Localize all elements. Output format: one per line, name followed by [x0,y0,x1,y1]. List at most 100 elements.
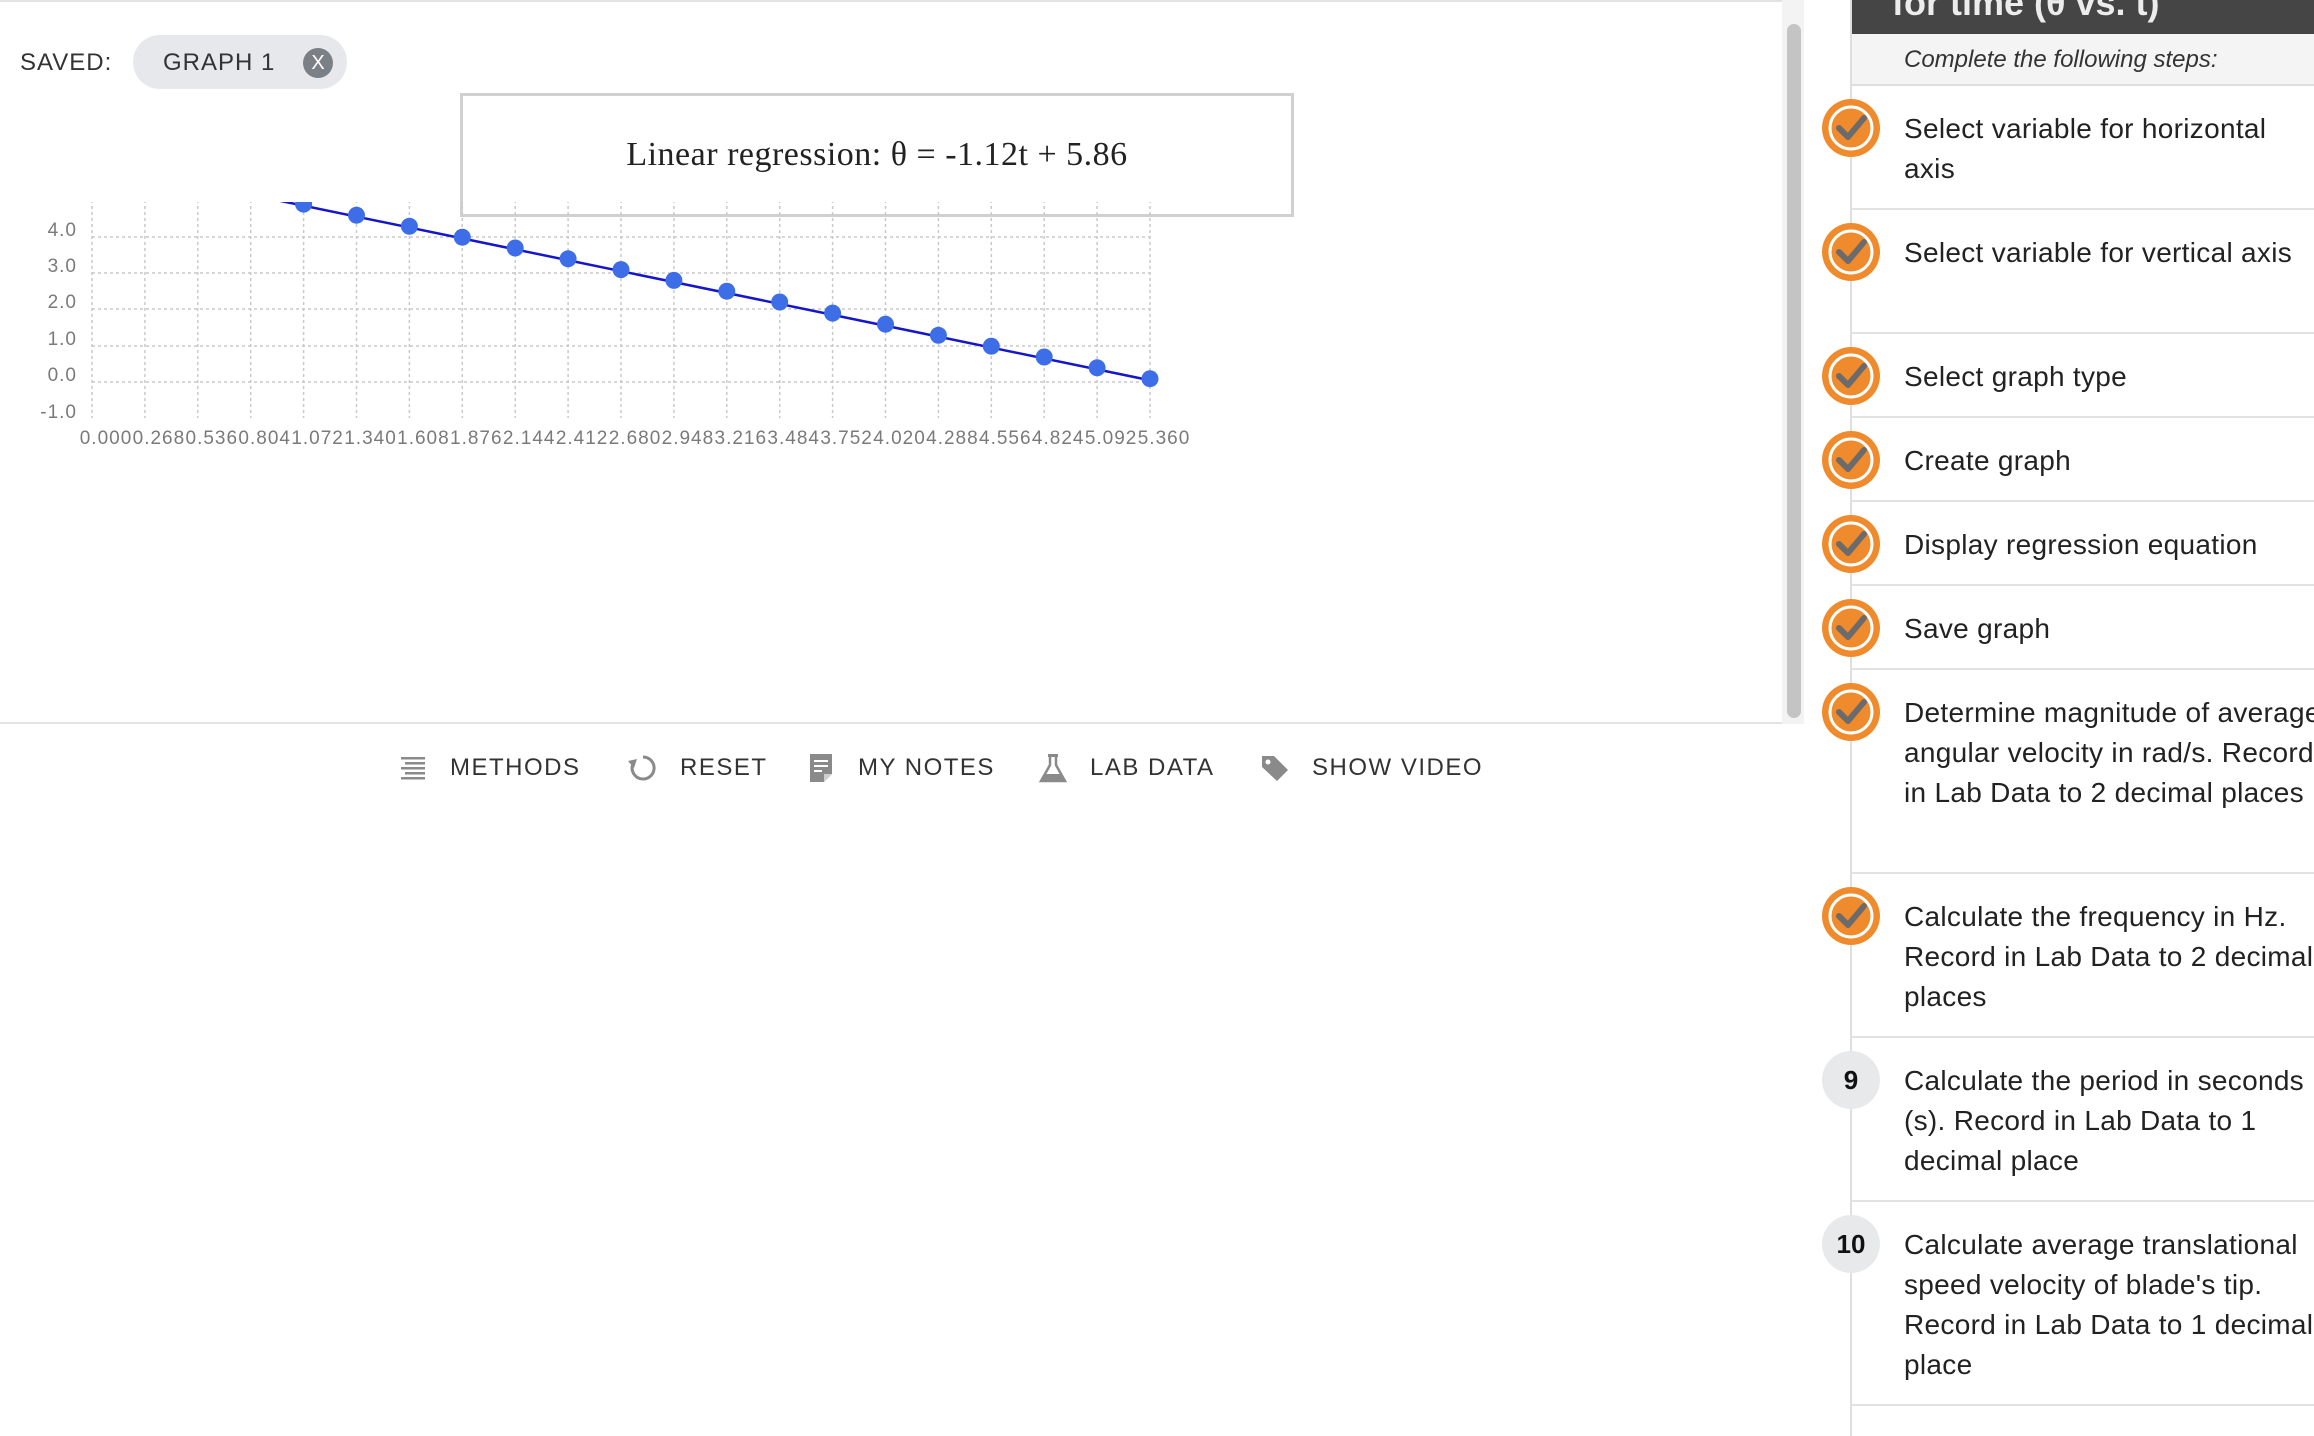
data-point [877,315,894,333]
step-item: Save graph [1822,586,2314,670]
data-point [348,206,365,224]
steps-panel: for time (θ vs. t) Complete the followin… [1822,0,2314,1436]
y-tick-label: 1.0 [48,329,77,350]
step-number-badge: 9 [1822,1051,1880,1109]
y-tick-label: -1.0 [40,402,77,423]
x-tick-label: 3.484 [767,428,820,449]
data-point [1088,359,1106,377]
y-tick-label: 0.0 [48,365,77,386]
list-lines-icon [396,751,430,785]
x-tick-label: 4.824 [1032,428,1085,449]
data-point [718,282,736,300]
regression-equation: Linear regression: θ = -1.12t + 5.86 [626,136,1128,173]
x-tick-label: 2.948 [662,428,715,449]
x-tick-label: 2.144 [503,428,556,449]
step-label: Create graph [1904,445,2072,476]
data-point [295,202,313,213]
angle-vs-time-chart: 6.05.04.03.02.01.00.0-1.0 0.0000.2680.53… [40,202,1191,449]
data-point [559,250,577,268]
graph-scrollbar-thumb[interactable] [1787,24,1801,718]
x-tick-label: 4.556 [979,428,1032,449]
saved-label: SAVED: [20,49,113,76]
reset-label: RESET [680,754,768,781]
step-item: Create graph [1822,418,2314,502]
step-label: Select graph type [1904,361,2128,392]
data-point [771,293,789,311]
y-tick-label: 5.0 [48,202,77,204]
saved-graph-chip-label: GRAPH 1 [163,49,276,76]
flask-icon [1036,751,1070,785]
my-notes-label: MY NOTES [858,754,995,781]
x-tick-label: 0.000 [80,428,133,449]
reset-icon [626,751,660,785]
x-tick-label: 0.804 [238,428,291,449]
x-tick-label: 3.216 [715,428,768,449]
step-label: Select variable for vertical axis [1904,237,2293,268]
x-tick-label: 0.536 [186,428,239,449]
show-video-button[interactable]: SHOW VIDEO [1258,740,1483,796]
x-tick-label: 2.680 [609,428,662,449]
step-item: 10 Calculate average translational speed … [1822,1202,2314,1406]
checkmark-icon [1822,515,1880,573]
x-tick-label: 1.876 [450,428,503,449]
show-video-label: SHOW VIDEO [1312,754,1484,781]
checkmark-icon [1822,347,1880,405]
checkmark-icon [1822,99,1880,157]
step-label: Calculate the frequency in Hz. Record in… [1904,901,2314,1012]
x-tick-label: 5.360 [1138,428,1191,449]
checkmark-icon [1822,599,1880,657]
data-point [1035,348,1053,366]
step-item: 9 Calculate the period in seconds (s). Re… [1822,1038,2314,1202]
lab-data-label: LAB DATA [1090,754,1215,781]
methods-button[interactable]: METHODS [396,740,581,796]
step-label: Select variable for horizontal axis [1904,113,2267,184]
saved-graph-chip[interactable]: GRAPH 1 X [133,35,347,89]
step-label: Calculate the period in seconds (s). Rec… [1904,1065,2304,1176]
steps-panel-header: for time (θ vs. t) [1852,0,2314,34]
step-label: Save graph [1904,613,2051,644]
x-tick-label: 0.268 [133,428,186,449]
checkmark-icon [1822,887,1880,945]
data-point [400,217,418,235]
data-point [665,271,683,289]
y-tick-label: 2.0 [48,292,77,313]
step-item: Select graph type [1822,334,2314,418]
step-item: Display regression equation [1822,502,2314,586]
my-notes-button[interactable]: MY NOTES [804,740,995,796]
data-point [929,326,947,344]
step-number-badge: 10 [1822,1215,1880,1273]
data-point [1141,370,1159,388]
y-tick-label: 3.0 [48,256,77,277]
step-item: Calculate the frequency in Hz. Record in… [1822,874,2314,1038]
instructions-text: Complete the following steps: [1904,46,2218,73]
x-tick-label: 4.288 [926,428,979,449]
steps-panel-title: for time (θ vs. t) [1892,0,2160,23]
data-point [453,228,471,246]
step-label: Display regression equation [1904,529,2258,560]
step-item: Select variable for horizontal axis [1822,86,2314,210]
data-point [612,261,630,279]
chart-grid [91,202,1151,418]
data-point [506,239,524,257]
step-item: Select variable for vertical axis [1822,210,2314,334]
x-tick-label: 1.072 [291,428,344,449]
x-tick-label: 5.092 [1085,428,1138,449]
step-label: Determine magnitude of average angular v… [1904,697,2314,808]
lab-data-button[interactable]: LAB DATA [1036,740,1214,796]
x-tick-label: 4.020 [873,428,926,449]
checkmark-icon [1822,683,1880,741]
x-tick-label: 1.340 [344,428,397,449]
methods-label: METHODS [450,754,581,781]
x-tick-label: 2.412 [556,428,609,449]
checkmark-icon [1822,223,1880,281]
tag-icon [1258,751,1292,785]
data-points-layer [295,202,1159,388]
y-axis-ticks: 6.05.04.03.02.01.00.0-1.0 [40,202,77,423]
steps-instructions: Complete the following steps: [1852,34,2314,86]
checkmark-icon [1822,431,1880,489]
notes-icon [804,751,838,785]
close-icon[interactable]: X [303,48,333,78]
reset-button[interactable]: RESET [626,740,768,796]
x-axis-ticks: 0.000 0.268 0.536 0.804 1.072 1.340 1.608 1.876… [80,428,1191,449]
regression-equation-box: Linear regression: θ = -1.12t + 5.86 [460,93,1294,217]
